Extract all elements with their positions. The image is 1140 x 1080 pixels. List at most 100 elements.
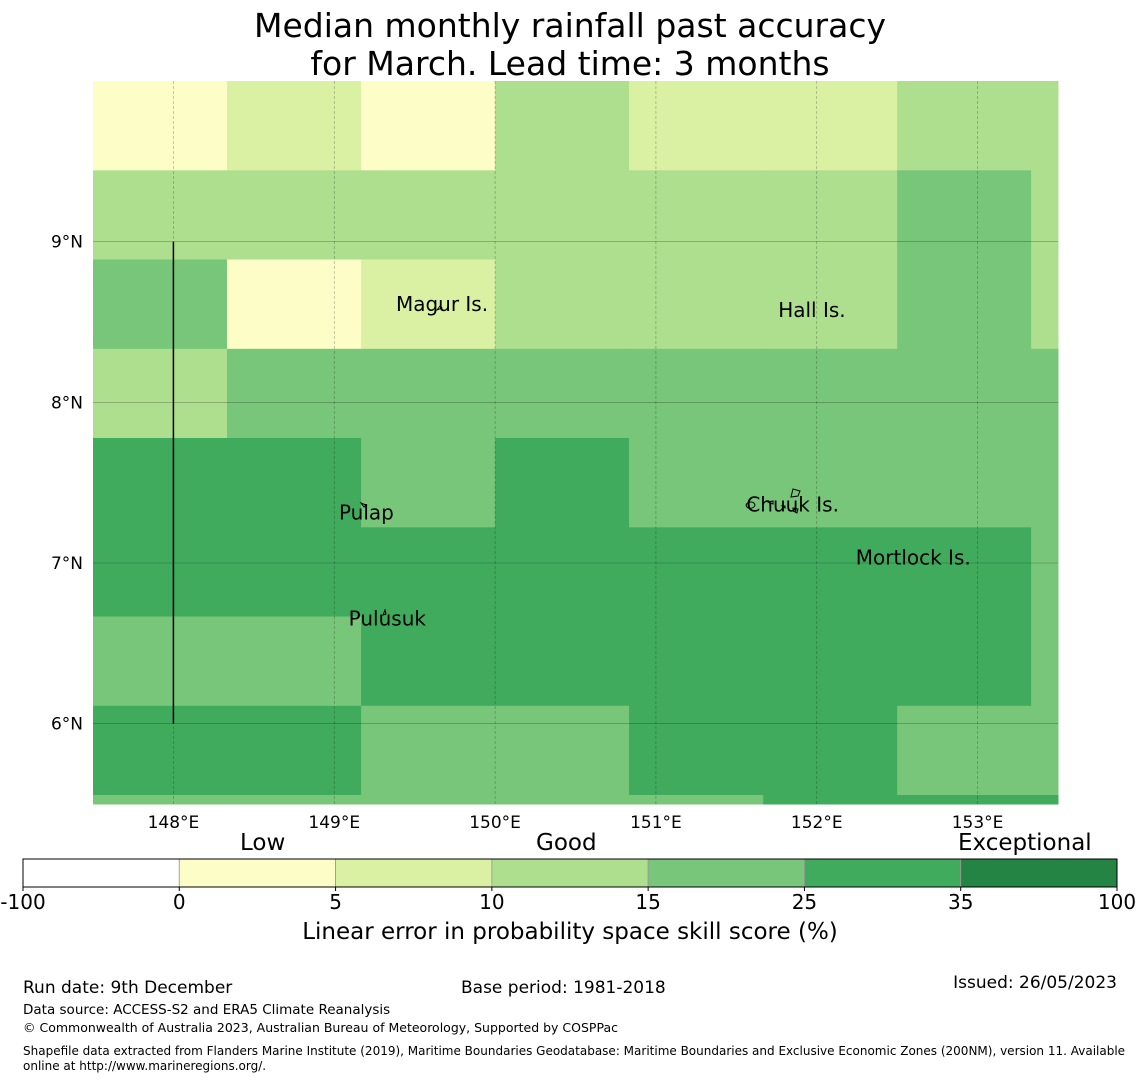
y-tick-label: 8°N [51,393,83,413]
grid-cell-6-4 [629,616,764,707]
grid-cell-5-1 [226,527,362,618]
grid-cell-1-0 [93,170,228,261]
data-source: Data source: ACCESS-S2 and ERA5 Climate … [23,1002,391,1018]
grid-cell-6-6 [897,616,1032,707]
grid-cell-3-7 [1031,348,1059,439]
grid-cell-0-7 [1031,81,1059,171]
grid-cell-5-5 [763,527,898,618]
x-tick-label: 153°E [952,813,1004,833]
grid-cell-6-2 [361,616,496,707]
base-period: Base period: 1981-2018 [461,978,666,998]
grid-cell-5-4 [629,527,764,618]
grid-cell-8-4 [629,795,764,805]
grid-cell-0-0 [93,81,228,171]
grid-cell-4-2 [361,438,496,528]
grid-cell-4-3 [495,438,630,528]
shapefile-credit-line-1: Shapefile data extracted from Flanders M… [23,1044,1126,1058]
grid-cell-7-5 [763,705,898,796]
legend-tick-label: 5 [329,890,342,914]
grid-cell-7-1 [226,705,362,796]
grid-cell-7-7 [1031,705,1059,796]
grid-cell-8-0 [93,795,228,805]
grid-cell-1-7 [1031,170,1059,261]
grid-cell-4-1 [226,438,362,528]
grid-cell-6-3 [495,616,630,707]
grid-cell-0-2 [361,81,496,171]
grid-cell-0-5 [763,81,898,171]
island-outline [780,505,786,509]
grid-cell-5-7 [1031,527,1059,618]
legend-frame [22,858,1118,888]
legend-tick-label: 0 [173,890,186,914]
y-tick-label: 7°N [51,554,83,574]
y-tick-label: 9°N [51,233,83,253]
grid-cell-8-3 [495,795,630,805]
place-label: Pulusuk [349,607,427,631]
legend-category-low: Low [240,830,286,856]
place-label: Chuuk Is. [746,493,839,517]
island-outline [359,501,367,508]
grid-cell-6-7 [1031,616,1059,707]
grid-cell-8-2 [361,795,496,805]
grid-cell-2-0 [93,259,228,350]
grid-cell-5-6 [897,527,1032,618]
place-label: Pulap [339,501,394,525]
grid-cell-4-7 [1031,438,1059,528]
skill-grid [93,81,1059,805]
grid-cell-1-5 [763,170,898,261]
legend-category-good: Good [536,830,597,856]
legend-tick-label: -100 [0,890,45,914]
copyright: © Commonwealth of Australia 2023, Austra… [23,1020,618,1035]
legend-swatch-c35_100 [960,858,1118,888]
x-tick-label: 151°E [630,813,682,833]
grid-cell-1-6 [897,170,1032,261]
grid-cell-7-3 [495,705,630,796]
grid-cell-3-3 [495,348,630,439]
shapefile-credit-line-2: online at http://www.marineregions.org/. [23,1059,267,1073]
legend-swatch-c15_25 [647,858,805,888]
legend-tick-label: 100 [1098,890,1136,914]
legend-swatch-c0_5 [178,858,336,888]
grid-cell-7-6 [897,705,1032,796]
grid-cell-8-1 [226,795,362,805]
grid-cell-0-1 [226,81,362,171]
x-tick-label: 150°E [469,813,521,833]
grid-cell-4-5 [763,438,898,528]
grid-cell-5-2 [361,527,496,618]
legend-tick-label: 25 [792,890,817,914]
legend-tick-label: 15 [635,890,660,914]
grid-cell-1-1 [226,170,362,261]
grid-cell-3-6 [897,348,1032,439]
grid-cell-7-4 [629,705,764,796]
title-line-2: for March. Lead time: 3 months [310,44,830,83]
grid-cell-2-7 [1031,259,1059,350]
grid-cell-2-2 [361,259,496,350]
x-tick-label: 149°E [308,813,360,833]
grid-cell-3-0 [93,348,228,439]
legend-swatch-c25_35 [804,858,962,888]
grid-cell-4-0 [93,438,228,528]
island-outline [766,500,774,505]
legend-swatch-c5_10 [335,858,493,888]
grid-cell-0-3 [495,81,630,171]
place-label: Magur Is. [396,292,488,316]
x-tick-label: 152°E [791,813,843,833]
map-features: Magur Is. Hall Is. Pulap Chuuk Is. Mortlock … [172,241,971,724]
grid-cell-2-1 [226,259,362,350]
grid-cell-2-3 [495,259,630,350]
grid-cell-3-1 [226,348,362,439]
island-outline [790,488,801,498]
title-line-1: Median monthly rainfall past accuracy [253,6,887,45]
grid-cell-4-6 [897,438,1032,528]
legend-axis-label: Linear error in probability space skill … [302,919,838,945]
grid-cell-1-2 [361,170,496,261]
grid-cell-7-0 [93,705,228,796]
grid-cell-5-0 [93,527,228,618]
grid-cell-3-5 [763,348,898,439]
grid-cell-2-4 [629,259,764,350]
legend-swatch-c10_15 [491,858,649,888]
island-outline [745,501,756,509]
island-outline [435,305,443,312]
grid-cell-5-3 [495,527,630,618]
